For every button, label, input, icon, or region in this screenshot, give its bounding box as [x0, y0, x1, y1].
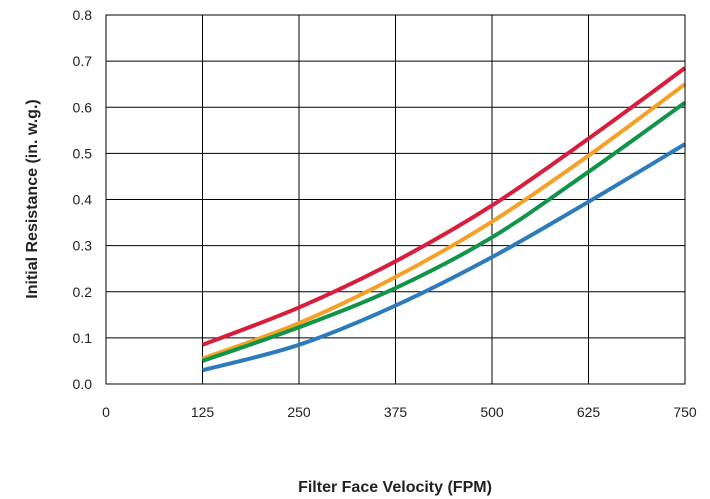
y-axis-ticks: 0.0 0.1 0.2 0.3 0.4 0.5 0.6 0.7 0.8 — [73, 7, 93, 392]
x-tick-label: 0 — [102, 404, 110, 420]
x-axis-title: Filter Face Velocity (FPM) — [298, 479, 492, 496]
series-line-orange — [201, 82, 687, 361]
y-tick-label: 0.1 — [73, 330, 93, 346]
y-tick-label: 0.7 — [73, 53, 93, 69]
y-tick-label: 0.8 — [73, 7, 93, 23]
x-tick-label: 250 — [287, 404, 311, 420]
series-line-blue — [201, 142, 687, 373]
y-tick-label: 0.6 — [73, 99, 93, 115]
x-axis-ticks: 0 125 250 375 500 625 750 — [102, 404, 697, 420]
x-tick-label: 375 — [384, 404, 408, 420]
x-tick-label: 625 — [577, 404, 601, 420]
series-group — [201, 66, 687, 373]
x-tick-label: 500 — [480, 404, 504, 420]
series-line-green — [201, 101, 687, 363]
y-tick-label: 0.0 — [73, 376, 93, 392]
series-line-red — [201, 66, 687, 347]
x-tick-label: 750 — [673, 404, 697, 420]
y-axis-title: Initial Resistance (in. w.g.) — [24, 99, 41, 298]
y-tick-label: 0.5 — [73, 145, 93, 161]
y-tick-label: 0.2 — [73, 284, 93, 300]
plot-frame — [105, 14, 686, 385]
grid — [105, 14, 686, 385]
y-tick-label: 0.4 — [73, 192, 93, 208]
x-tick-label: 125 — [191, 404, 215, 420]
y-tick-label: 0.3 — [73, 238, 93, 254]
